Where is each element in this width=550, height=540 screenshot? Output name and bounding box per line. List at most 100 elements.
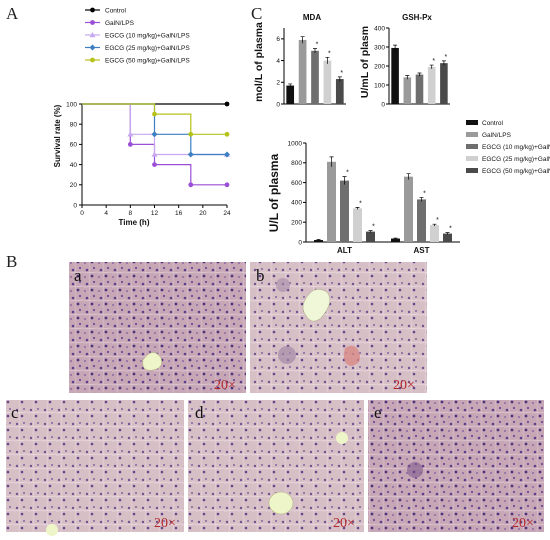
survival-end-marker-2 — [224, 182, 230, 188]
gshpx-chart: GSH-Px U/mL of plasm 0 100 200 300 400 * * — [359, 13, 450, 108]
alt-ast-y-tick-label: 400 — [291, 200, 302, 207]
alt-ast-bar-ast-3 — [417, 199, 426, 242]
survival-step-marker-3 — [127, 131, 134, 137]
micrograph-e-magnification: 20× — [512, 516, 534, 531]
alt-ast-significance: * — [423, 190, 426, 197]
gshpx-error-bar-2 — [405, 75, 410, 80]
alt-ast-bar-ast-4 — [430, 225, 439, 242]
micrograph-b-image — [250, 262, 427, 393]
micrograph-e-image — [368, 400, 544, 532]
gshpx-bar-5 — [440, 63, 448, 104]
mda-bar-5 — [335, 79, 344, 104]
alt-ast-bar-alt-3 — [340, 180, 349, 242]
survival-legend-label-4: EGCG (25 mg/kg)+GalN/LPS — [105, 45, 190, 52]
micrograph-d-vessel-2 — [336, 432, 348, 444]
micrograph-b-vessel — [302, 289, 331, 322]
micrograph-c-image — [6, 400, 184, 532]
mda-bar-2 — [298, 39, 307, 104]
survival-x-tick-label: 8 — [129, 210, 133, 217]
micrograph-a-magnification: 20× — [214, 378, 236, 393]
alt-ast-plot: 0 200 400 600 800 1000 * * * ALT * * * AST — [288, 140, 460, 255]
micrograph-b-infiltrate-2 — [276, 278, 290, 292]
panel-letter-a: A — [6, 4, 19, 23]
survival-legend-label-2: GalN/LPS — [105, 20, 135, 27]
gshpx-plot: 0 100 200 300 400 * * — [374, 25, 450, 108]
micrograph-a: a 20× — [69, 262, 246, 393]
mda-bar-1 — [286, 85, 295, 104]
survival-series — [82, 101, 230, 188]
alt-ast-legend: Control GalN/LPS EGCG (10 mg/kg)+GalN/LPS E… — [466, 120, 550, 175]
alt-ast-error-bar — [445, 232, 450, 235]
survival-x-tick-label: 24 — [223, 210, 231, 217]
alt-ast-legend-swatch-2 — [466, 132, 478, 137]
alt-ast-bar-alt-1 — [314, 240, 323, 242]
mda-plot: 0 2 4 6 * * * — [276, 28, 346, 108]
gshpx-bar-1 — [391, 47, 399, 104]
gshpx-y-tick-label: 400 — [374, 25, 385, 32]
gshpx-y-tick-label: 0 — [381, 101, 385, 108]
survival-ylabel: Survival rate (%) — [53, 104, 62, 167]
micrograph-c-magnification: 20× — [154, 516, 176, 531]
alt-ast-significance: * — [372, 224, 375, 231]
survival-legend-marker-5 — [90, 57, 95, 63]
alt-ast-error-bar — [406, 173, 411, 180]
survival-axes: 0 4 8 12 16 20 24 0 20 40 60 80 100 — [66, 101, 231, 217]
survival-legend-marker-3 — [89, 32, 96, 38]
survival-step-marker-4 — [151, 131, 158, 138]
gshpx-error-bar-4 — [429, 64, 434, 69]
alt-ast-legend-label-4: EGCG (25 mg/kg)+GalN/LPS — [482, 156, 550, 163]
survival-legend-marker-2 — [90, 20, 95, 25]
alt-ast-error-bar — [342, 176, 347, 185]
survival-step-marker-2 — [152, 162, 157, 168]
alt-ast-legend-label-3: EGCG (10 mg/kg)+GalN/LPS — [482, 144, 550, 151]
survival-legend-marker-1 — [90, 7, 95, 13]
micrograph-e-spot — [407, 462, 423, 478]
survival-x-tick-label: 4 — [104, 210, 108, 217]
panel-letter-b: B — [6, 252, 17, 271]
survival-x-tick-label: 0 — [80, 210, 84, 217]
alt-ast-bar-alt-5 — [366, 231, 375, 242]
gshpx-bar-3 — [415, 74, 424, 104]
alt-ast-y-tick-label: 0 — [298, 239, 302, 246]
survival-legend-label-1: Control — [105, 7, 127, 14]
alt-ast-bar-ast-5 — [443, 233, 452, 242]
survival-end-marker-5 — [224, 131, 230, 137]
micrograph-c-letter: c — [11, 403, 19, 422]
alt-ast-legend-swatch-4 — [466, 156, 478, 161]
alt-ast-legend-swatch-3 — [466, 144, 478, 149]
survival-end-marker-4 — [224, 151, 230, 158]
mda-error-bar-1 — [288, 83, 293, 88]
survival-y-tick-label: 100 — [66, 101, 77, 108]
mda-y-tick-label: 6 — [276, 36, 280, 43]
survival-y-tick-label: 80 — [70, 122, 78, 129]
gshpx-y-tick-label: 100 — [374, 82, 385, 89]
micrograph-a-vessel — [142, 352, 162, 371]
survival-step-marker-5 — [188, 131, 194, 137]
alt-ast-legend-label-2: GalN/LPS — [482, 132, 512, 139]
alt-ast-ylabel: U/L of plasma — [267, 153, 281, 232]
panel-letter-c: C — [251, 4, 262, 23]
survival-step-marker-5 — [152, 111, 157, 117]
mda-y-tick-label: 4 — [276, 58, 280, 65]
survival-chart: Control GalN/LPS EGCG (10 mg/kg)+GalN/LPS E… — [53, 7, 231, 227]
mda-chart: MDA mol/L of plasma 0 2 4 6 * * * — [253, 13, 346, 108]
micrograph-c: c 20× — [6, 400, 184, 536]
micrograph-b-letter: b — [256, 266, 265, 285]
micrograph-d-magnification: 20× — [333, 516, 355, 531]
alt-ast-legend-swatch-1 — [466, 120, 478, 125]
survival-y-tick-label: 60 — [70, 142, 78, 149]
mda-significance-3: * — [316, 42, 319, 49]
alt-ast-error-bar — [329, 156, 334, 167]
mda-y-tick-label: 2 — [276, 80, 280, 87]
survival-xlabel: Time (h) — [119, 218, 150, 227]
micrograph-a-letter: a — [74, 266, 82, 285]
survival-y-tick-label: 20 — [70, 182, 78, 189]
alt-ast-bar-alt-2 — [327, 161, 336, 242]
survival-legend-label-5: EGCG (50 mg/kg)+GalN/LPS — [105, 57, 190, 64]
alt-ast-error-bar — [316, 239, 321, 241]
gshpx-significance-5: * — [445, 54, 448, 61]
micrograph-e-letter: e — [374, 403, 382, 422]
alt-ast-bar-ast-2 — [404, 176, 413, 242]
survival-step-marker-3 — [151, 151, 158, 157]
gshpx-bar-4 — [427, 66, 436, 104]
